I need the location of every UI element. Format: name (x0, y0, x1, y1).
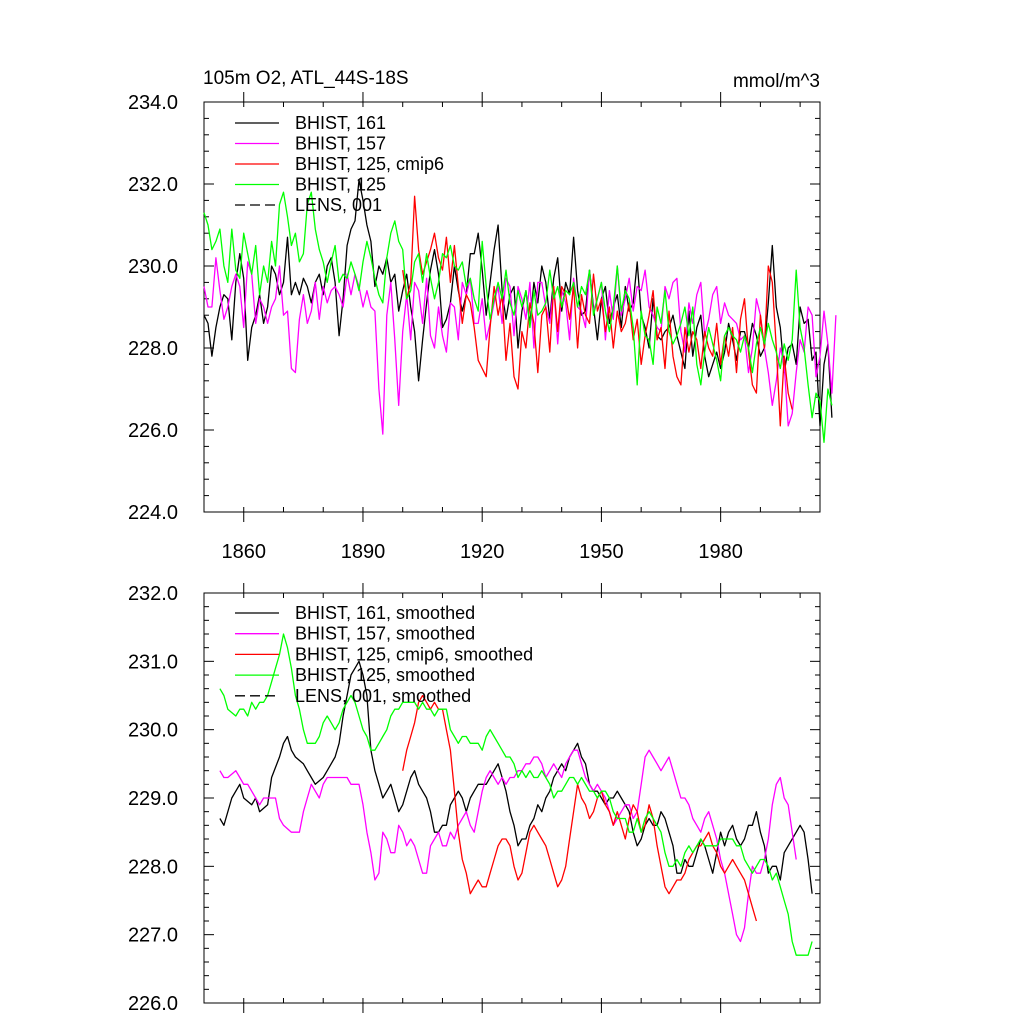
y-tick-label: 228.0 (128, 338, 178, 360)
chart-title-units: mmol/m^3 (733, 71, 820, 92)
legend-label: BHIST, 157, smoothed (295, 624, 475, 644)
series-line-3 (219, 633, 813, 956)
y-tick-label: 231.0 (128, 651, 178, 673)
chart-title-left: 105m O2, ATL_44S-18S (203, 68, 409, 89)
y-tick-label: 232.0 (128, 174, 178, 196)
y-tick-label: 230.0 (128, 720, 178, 742)
y-tick-label: 229.0 (128, 788, 178, 810)
series-line-0 (203, 179, 833, 427)
y-tick-label: 226.0 (128, 420, 178, 442)
series-line-2 (402, 195, 793, 427)
x-tick-label: 1950 (579, 541, 624, 563)
legend-label: BHIST, 125 (295, 175, 386, 195)
legend-label: BHIST, 161, smoothed (295, 603, 475, 623)
y-tick-label: 234.0 (128, 92, 178, 114)
x-tick-label: 1920 (460, 541, 505, 563)
y-tick-label: 224.0 (128, 502, 178, 524)
legend-label: BHIST, 125, smoothed (295, 665, 475, 685)
series-line-3 (203, 191, 833, 443)
legend-label: LENS, 001 (295, 195, 382, 215)
legend-label: BHIST, 125, cmip6 (295, 154, 444, 174)
series-line-2 (402, 694, 758, 922)
y-tick-label: 226.0 (128, 993, 178, 1015)
y-tick-label: 232.0 (128, 583, 178, 605)
series-line-1 (203, 257, 837, 435)
legend-label: BHIST, 161 (295, 113, 386, 133)
legend-label: LENS, 001, smoothed (295, 686, 471, 706)
legend-label: BHIST, 157 (295, 134, 386, 154)
series-line-1 (219, 749, 797, 943)
x-tick-label: 1980 (698, 541, 743, 563)
series-line-0 (219, 660, 813, 894)
plot-frame (203, 101, 821, 513)
y-tick-label: 230.0 (128, 256, 178, 278)
y-tick-label: 227.0 (128, 925, 178, 947)
x-tick-label: 1860 (221, 541, 266, 563)
x-tick-label: 1890 (341, 541, 386, 563)
y-tick-label: 228.0 (128, 856, 178, 878)
top-panel: 224.0 226.0 228.0 230.0 232.0 234.0 1860 1890 19… (128, 92, 837, 563)
bottom-panel: 226.0 227.0 228.0 229.0 230.0 231.0 232.0 BHIST… (128, 583, 821, 1015)
legend-label: BHIST, 125, cmip6, smoothed (295, 644, 533, 664)
